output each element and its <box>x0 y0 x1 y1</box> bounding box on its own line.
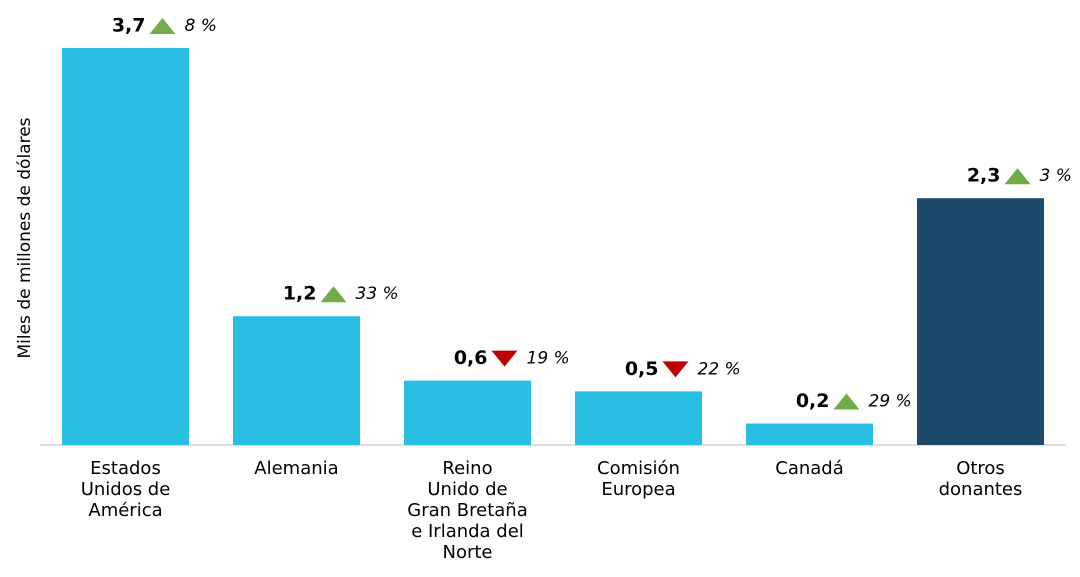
bar <box>917 198 1044 445</box>
value-label: 0,5 <box>625 358 659 380</box>
up-arrow <box>1004 168 1031 185</box>
value-label: 0,6 <box>454 347 488 369</box>
change-label: 33 % <box>356 284 399 304</box>
value-label: 0,2 <box>796 390 830 412</box>
value-label: 2,3 <box>967 165 1001 187</box>
x-tick-label: Reino Unido de Gran Bretaña e Irlanda de… <box>407 458 528 563</box>
x-tick-label: Estados Unidos de América <box>80 458 171 521</box>
value-label: 1,2 <box>283 283 317 305</box>
change-label: 8 % <box>185 16 217 36</box>
up-arrow <box>320 286 347 303</box>
up-arrow <box>149 18 176 34</box>
change-label: 22 % <box>698 359 741 379</box>
bar <box>575 391 702 445</box>
x-tick-label: Otros donantes <box>938 458 1023 500</box>
down-arrow <box>491 350 518 367</box>
x-tick-label: Comisión Europea <box>597 458 680 500</box>
change-label: 3 % <box>1040 166 1072 186</box>
bar <box>62 48 189 445</box>
bar <box>746 423 873 445</box>
change-label: 29 % <box>869 392 912 412</box>
x-tick-label: Canadá <box>775 458 844 479</box>
bar <box>233 316 360 445</box>
down-arrow <box>662 361 689 378</box>
bar <box>404 380 531 445</box>
x-tick-label: Alemania <box>254 458 339 479</box>
y-axis-label: Miles de millones de dólares <box>15 117 35 358</box>
up-arrow <box>833 393 860 410</box>
change-label: 19 % <box>527 349 570 369</box>
value-label: 3,7 <box>112 15 146 37</box>
